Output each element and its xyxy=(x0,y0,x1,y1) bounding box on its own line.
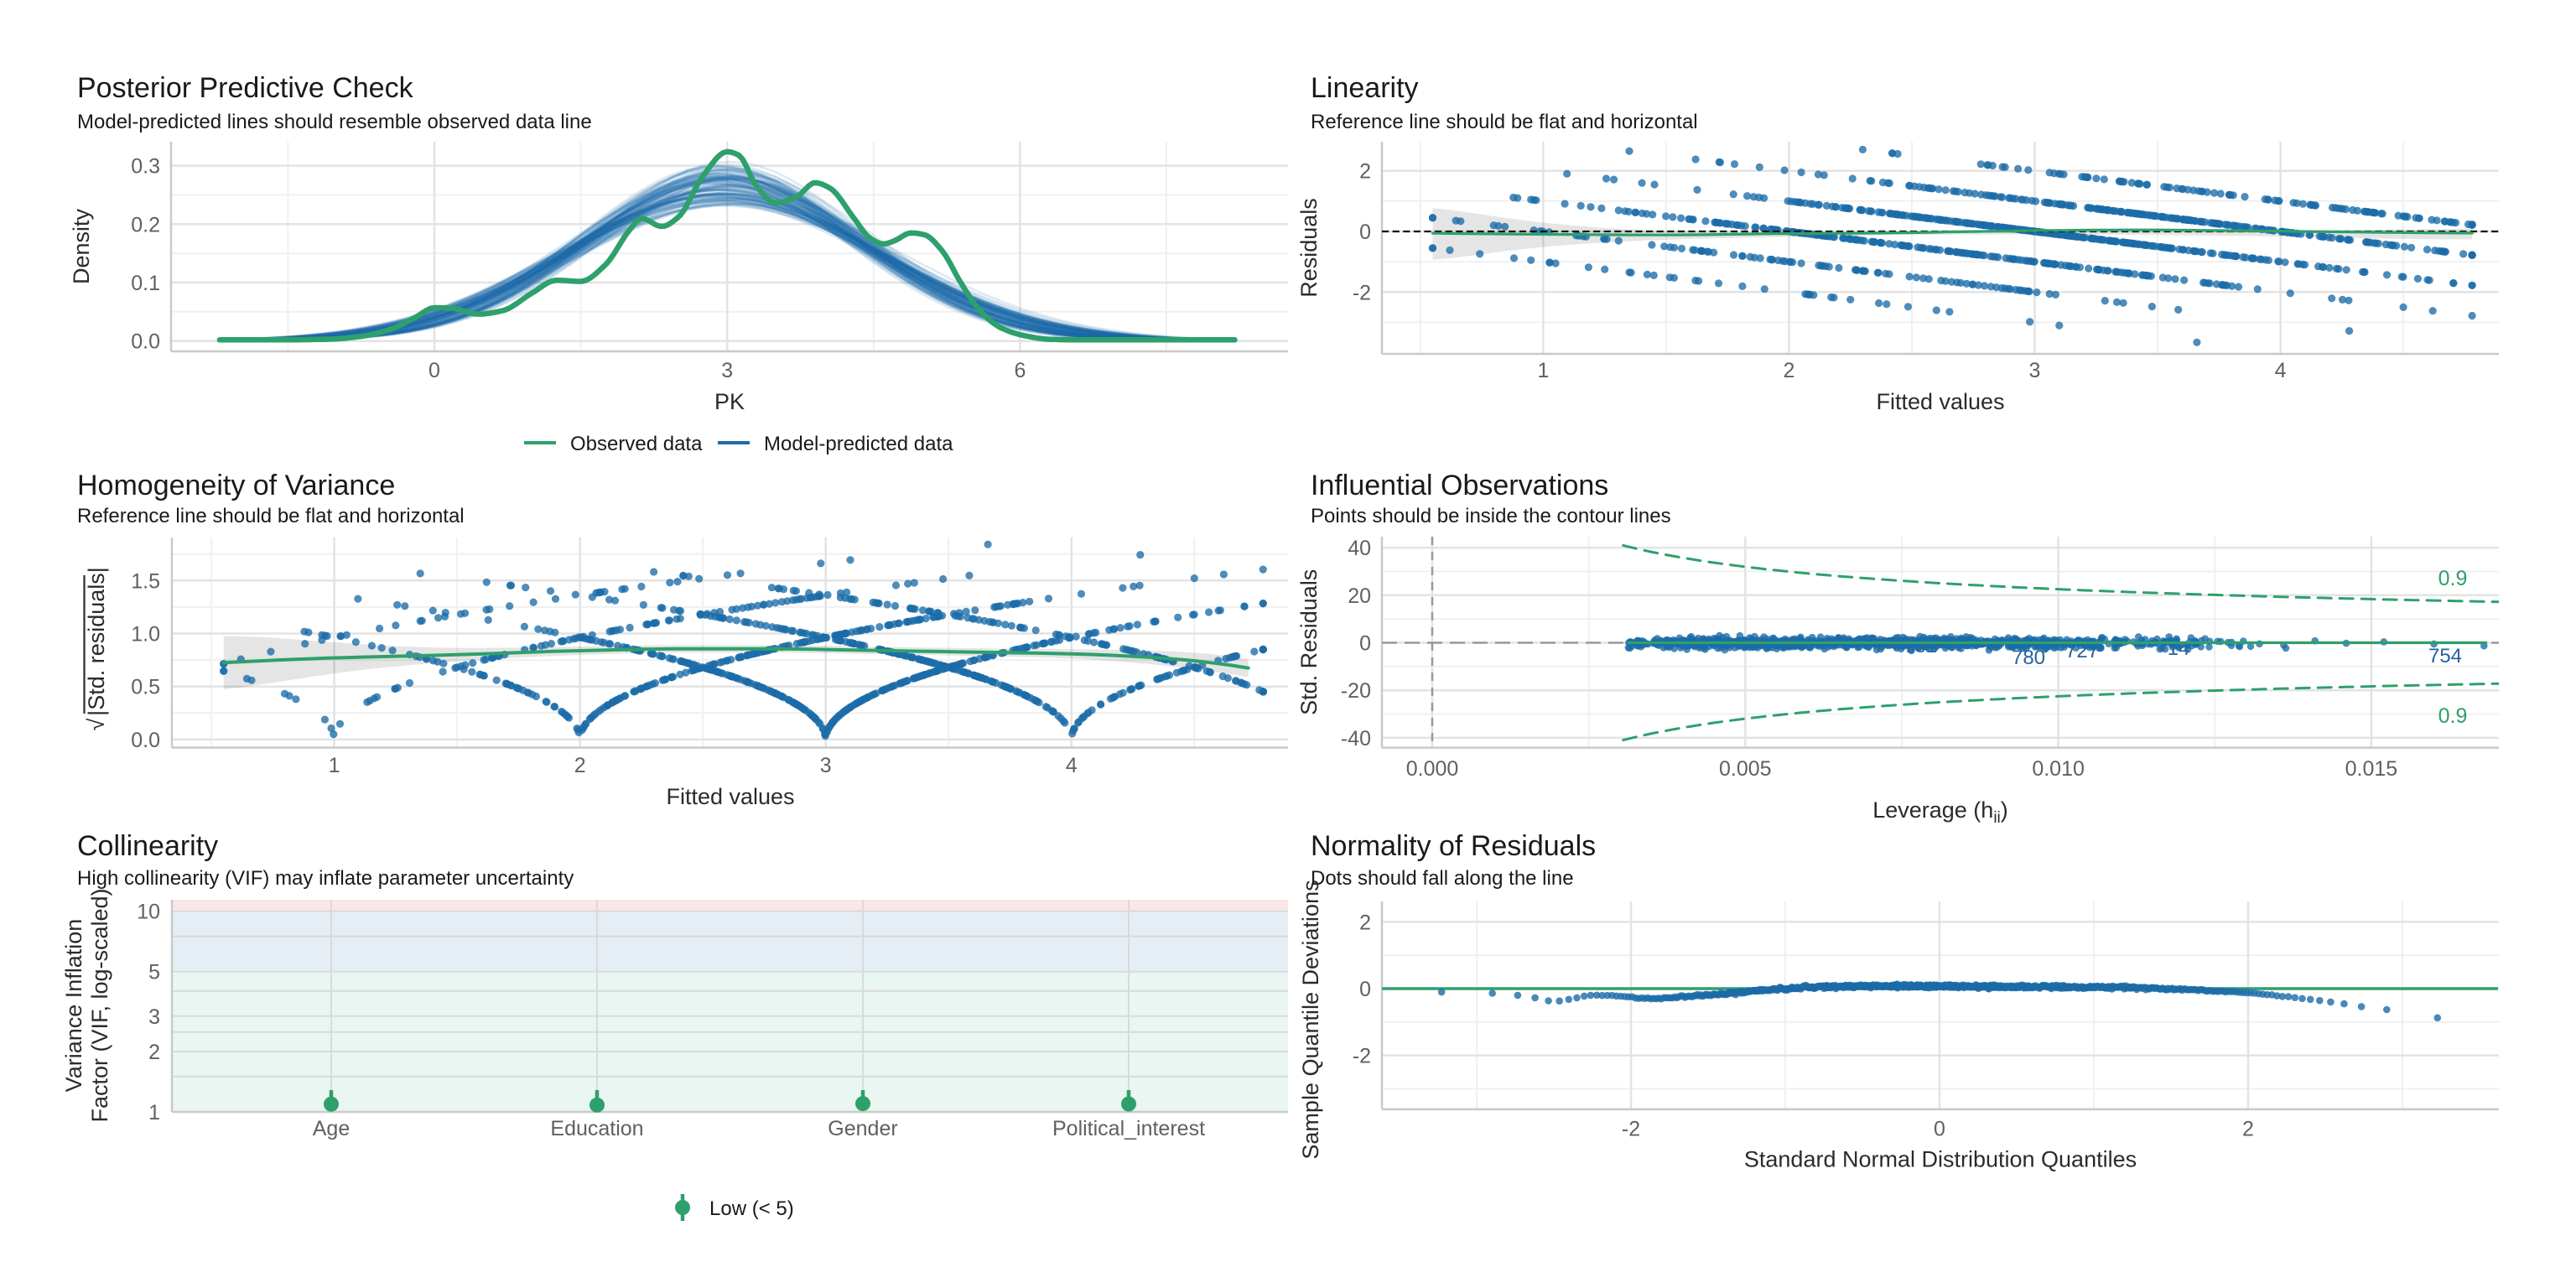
svg-text:0.5: 0.5 xyxy=(131,676,160,699)
svg-text:Model-predicted data: Model-predicted data xyxy=(764,433,953,455)
svg-text:-2: -2 xyxy=(1353,1045,1371,1068)
svg-text:√: √ xyxy=(84,718,109,730)
svg-text:Age: Age xyxy=(313,1117,350,1140)
svg-text:Fitted values: Fitted values xyxy=(666,784,794,809)
svg-text:Residuals: Residuals xyxy=(1296,198,1322,298)
svg-text:0.005: 0.005 xyxy=(1719,757,1772,781)
svg-text:2: 2 xyxy=(2242,1117,2254,1140)
svg-text:6: 6 xyxy=(1014,359,1026,382)
svg-text:0: 0 xyxy=(1359,221,1371,244)
svg-text:2: 2 xyxy=(1359,911,1371,934)
svg-text:Sample Quantile Deviations: Sample Quantile Deviations xyxy=(1298,880,1323,1159)
svg-text:Leverage (hii): Leverage (hii) xyxy=(1872,797,2008,827)
svg-text:0.000: 0.000 xyxy=(1406,757,1459,781)
svg-text:3: 3 xyxy=(721,359,733,382)
svg-text:Fitted values: Fitted values xyxy=(1876,389,2004,414)
svg-text:Standard Normal Distribution Q: Standard Normal Distribution Quantiles xyxy=(1744,1146,2137,1171)
svg-text:Density: Density xyxy=(69,208,94,284)
svg-text:-20: -20 xyxy=(1341,679,1371,703)
svg-text:Collinearity: Collinearity xyxy=(77,830,218,862)
svg-text:Normality of Residuals: Normality of Residuals xyxy=(1311,830,1596,862)
svg-text:0.3: 0.3 xyxy=(131,155,160,179)
svg-text:1: 1 xyxy=(1537,359,1549,382)
svg-text:0.0: 0.0 xyxy=(131,729,160,752)
svg-text:4: 4 xyxy=(2275,359,2287,382)
svg-text:Gender: Gender xyxy=(828,1117,897,1140)
svg-text:1.0: 1.0 xyxy=(131,623,160,647)
svg-text:40: 40 xyxy=(1348,537,1371,560)
svg-text:Posterior Predictive Check: Posterior Predictive Check xyxy=(77,72,414,104)
svg-text:|Std. residuals|: |Std. residuals| xyxy=(84,567,109,716)
svg-text:0: 0 xyxy=(1934,1117,1945,1140)
svg-text:0.0: 0.0 xyxy=(131,330,160,354)
svg-text:0: 0 xyxy=(1359,978,1371,1001)
svg-text:Std. Residuals: Std. Residuals xyxy=(1296,569,1322,715)
svg-text:Influential Observations: Influential Observations xyxy=(1311,470,1608,501)
svg-text:Political_interest: Political_interest xyxy=(1052,1117,1205,1140)
svg-text:2: 2 xyxy=(1784,359,1795,382)
svg-text:2: 2 xyxy=(1359,160,1371,184)
svg-text:3: 3 xyxy=(820,754,832,777)
svg-text:0: 0 xyxy=(1359,632,1371,656)
svg-text:3: 3 xyxy=(2029,359,2041,382)
svg-text:-2: -2 xyxy=(1622,1117,1640,1140)
svg-text:0.2: 0.2 xyxy=(131,213,160,236)
svg-text:Reference line should be flat: Reference line should be flat and horizo… xyxy=(1311,111,1698,133)
svg-text:-40: -40 xyxy=(1341,727,1371,750)
svg-text:Low (< 5): Low (< 5) xyxy=(709,1197,794,1220)
svg-text:Points should be inside the co: Points should be inside the contour line… xyxy=(1311,505,1671,527)
svg-text:Factor (VIF, log-scaled): Factor (VIF, log-scaled) xyxy=(87,888,112,1122)
svg-text:Variance Inflation: Variance Inflation xyxy=(61,919,86,1093)
svg-text:754: 754 xyxy=(2428,645,2462,667)
svg-text:2: 2 xyxy=(148,1041,160,1064)
svg-text:High collinearity (VIF) may in: High collinearity (VIF) may inflate para… xyxy=(77,867,574,890)
svg-text:0.9: 0.9 xyxy=(2438,567,2468,590)
svg-text:Education: Education xyxy=(550,1117,643,1140)
svg-text:3: 3 xyxy=(148,1005,160,1029)
svg-text:Observed data: Observed data xyxy=(570,433,703,455)
svg-text:Linearity: Linearity xyxy=(1311,72,1419,104)
svg-text:Reference line should be flat: Reference line should be flat and horizo… xyxy=(77,505,465,527)
svg-text:0.015: 0.015 xyxy=(2345,757,2398,781)
svg-text:0.9: 0.9 xyxy=(2438,704,2468,728)
svg-text:4: 4 xyxy=(1066,754,1078,777)
svg-text:20: 20 xyxy=(1348,584,1371,608)
svg-text:10: 10 xyxy=(137,901,160,924)
svg-text:2: 2 xyxy=(574,754,586,777)
svg-text:0: 0 xyxy=(428,359,440,382)
svg-text:0.010: 0.010 xyxy=(2032,757,2085,781)
svg-text:1: 1 xyxy=(329,754,340,777)
svg-text:0.1: 0.1 xyxy=(131,272,160,295)
svg-text:Homogeneity of Variance: Homogeneity of Variance xyxy=(77,470,395,501)
svg-text:Dots should fall along the lin: Dots should fall along the line xyxy=(1311,867,1574,890)
svg-text:PK: PK xyxy=(714,389,745,414)
svg-text:-2: -2 xyxy=(1353,281,1371,304)
svg-text:Model-predicted lines should r: Model-predicted lines should resemble ob… xyxy=(77,111,592,133)
svg-text:1: 1 xyxy=(148,1101,160,1124)
svg-text:5: 5 xyxy=(148,961,160,984)
svg-text:1.5: 1.5 xyxy=(131,569,160,593)
